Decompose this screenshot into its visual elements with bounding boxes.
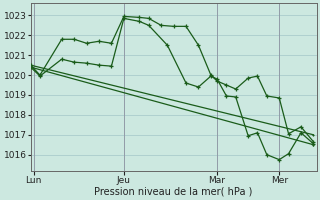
X-axis label: Pression niveau de la mer( hPa ): Pression niveau de la mer( hPa ) xyxy=(94,187,253,197)
